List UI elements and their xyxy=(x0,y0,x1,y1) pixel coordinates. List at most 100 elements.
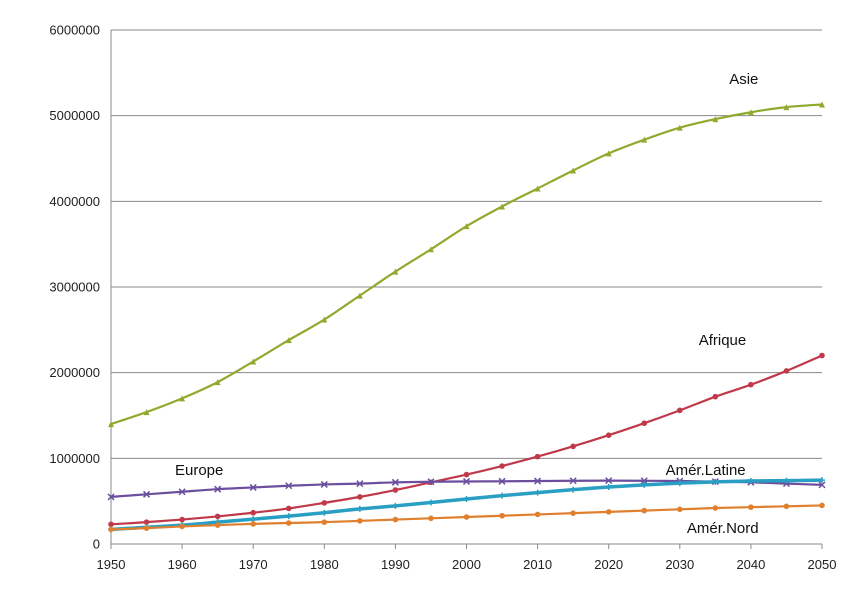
series-label: Afrique xyxy=(699,332,747,349)
x-tick-label: 2050 xyxy=(808,557,837,572)
data-point xyxy=(250,358,257,365)
data-point xyxy=(108,421,114,428)
data-point xyxy=(499,492,506,499)
data-point xyxy=(321,509,328,516)
data-point xyxy=(570,510,576,516)
y-tick-label: 3000000 xyxy=(49,280,100,295)
data-point xyxy=(498,477,506,485)
series-label: Europe xyxy=(175,462,223,479)
series-am-r-latine xyxy=(108,477,825,533)
series-asie xyxy=(108,101,825,428)
data-point xyxy=(179,523,185,530)
data-point xyxy=(427,478,435,486)
data-point xyxy=(748,504,754,510)
data-point xyxy=(463,496,470,503)
x-tick-label: 2030 xyxy=(665,557,694,572)
y-tick-labels: 0 1000000 2000000 3000000 4000000 5000000 6000… xyxy=(49,23,100,552)
data-point xyxy=(641,420,648,427)
data-point xyxy=(391,478,399,486)
series-labels: Asie Afrique Europe Amér.Latine Amér.Nord xyxy=(175,71,759,537)
series-label: Amér.Nord xyxy=(687,520,759,537)
data-point xyxy=(499,463,505,469)
data-point xyxy=(214,379,221,386)
data-point xyxy=(356,505,363,512)
data-point xyxy=(321,316,328,323)
data-point xyxy=(320,480,328,488)
data-point xyxy=(677,407,683,414)
data-point xyxy=(285,482,293,490)
data-point xyxy=(676,124,683,131)
data-point xyxy=(357,494,363,500)
series-group xyxy=(107,101,826,533)
data-point xyxy=(321,500,328,506)
data-point xyxy=(143,409,150,416)
axes xyxy=(110,30,823,549)
data-point xyxy=(427,246,434,253)
data-point xyxy=(783,503,790,510)
data-point xyxy=(108,526,114,533)
data-point xyxy=(463,471,470,478)
data-point xyxy=(534,185,541,192)
x-tick-label: 2000 xyxy=(452,557,481,572)
data-point xyxy=(605,477,613,485)
data-point xyxy=(392,516,399,523)
data-point xyxy=(463,223,470,230)
data-point xyxy=(712,505,719,511)
data-point xyxy=(356,292,363,299)
x-tick-label: 1960 xyxy=(168,557,197,572)
data-point xyxy=(676,480,683,487)
data-point xyxy=(570,486,577,493)
data-point xyxy=(534,511,541,518)
data-point xyxy=(640,477,648,485)
series-label: Asie xyxy=(729,71,758,88)
y-tick-label: 0 xyxy=(93,537,100,552)
x-tick-label: 1950 xyxy=(97,557,126,572)
data-point xyxy=(819,352,825,359)
series-am-r-nord xyxy=(108,502,825,533)
data-point xyxy=(285,505,292,512)
data-point xyxy=(783,477,790,484)
data-point xyxy=(570,443,576,450)
data-point xyxy=(463,514,470,520)
y-tick-label: 4000000 xyxy=(49,194,100,209)
data-point xyxy=(357,518,363,524)
series-label: Amér.Latine xyxy=(666,462,746,479)
data-point xyxy=(534,489,541,496)
data-point xyxy=(143,525,150,531)
data-point xyxy=(392,502,399,509)
data-point xyxy=(712,116,719,123)
data-point xyxy=(641,136,648,143)
data-point xyxy=(605,150,612,157)
data-point xyxy=(285,520,292,526)
y-tick-label: 1000000 xyxy=(49,451,100,466)
y-tick-label: 6000000 xyxy=(49,23,100,38)
data-point xyxy=(499,512,505,519)
data-point xyxy=(819,502,825,509)
data-point xyxy=(747,478,754,485)
data-point xyxy=(250,521,256,527)
data-point xyxy=(250,509,256,516)
data-point xyxy=(783,104,790,111)
data-point xyxy=(534,453,541,460)
data-point xyxy=(570,167,577,174)
data-point xyxy=(392,268,399,275)
data-point xyxy=(178,488,186,496)
data-point xyxy=(285,513,292,520)
data-point xyxy=(499,203,506,210)
data-point xyxy=(108,521,114,528)
data-point xyxy=(677,506,683,513)
data-point xyxy=(285,337,292,344)
data-point xyxy=(712,478,719,485)
data-point xyxy=(641,481,648,488)
data-point xyxy=(428,515,434,522)
data-point xyxy=(641,507,648,514)
x-tick-label: 2010 xyxy=(523,557,552,572)
data-point xyxy=(462,477,471,485)
x-tick-label: 1990 xyxy=(381,557,410,572)
y-tick-label: 2000000 xyxy=(49,365,100,380)
data-point xyxy=(605,484,612,491)
data-point xyxy=(107,493,115,501)
gridlines xyxy=(111,29,822,459)
x-tick-label: 1970 xyxy=(239,557,268,572)
